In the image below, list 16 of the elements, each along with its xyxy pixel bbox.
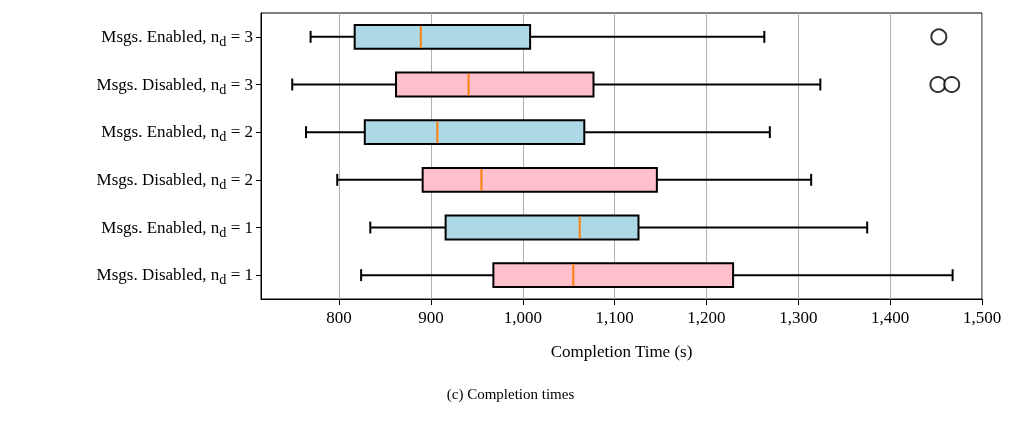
x-tick-label: 800 <box>326 308 352 327</box>
x-tick-label: 1,200 <box>687 308 726 327</box>
x-axis-title: Completion Time (s) <box>550 342 693 361</box>
x-tick-label: 1,300 <box>779 308 818 327</box>
y-tick-label: Msgs. Disabled, n$_{d}$ = 3 <box>96 73 253 99</box>
y-tick-label: Msgs. Disabled, n$_{d}$ = 2 <box>96 168 253 195</box>
y-tick-label: Msgs. Enabled, n$_{d}$ = 1 <box>101 216 253 242</box>
x-tick-label: 1,400 <box>871 308 910 327</box>
x-tick-label: 1,100 <box>595 308 634 327</box>
y-tick-label: Msgs. Enabled, n$_{d}$ = 3 <box>101 25 253 52</box>
x-tick-label: 1,000 <box>503 308 542 327</box>
text: (c) Completion times <box>446 385 575 403</box>
x-tick-label: 1,500 <box>962 308 1002 327</box>
y-tick-label: Msgs. Disabled, n$_{d}$ = 1 <box>96 264 253 290</box>
x-tick-label: 900 <box>418 308 444 327</box>
y-tick-label: Msgs. Enabled, n$_{d}$ = 2 <box>101 121 253 147</box>
